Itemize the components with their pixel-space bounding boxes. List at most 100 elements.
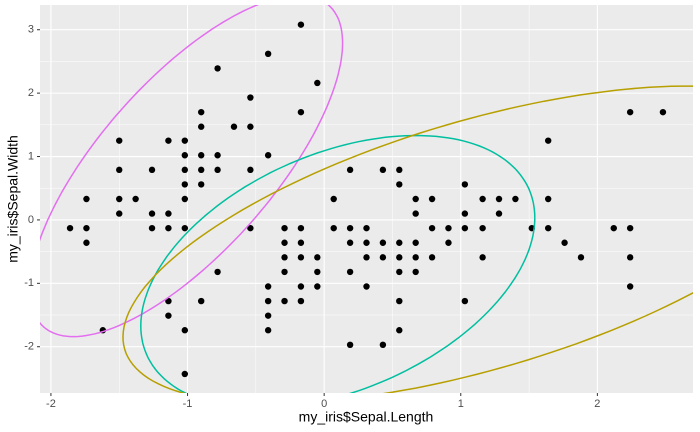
point <box>479 254 486 261</box>
point <box>461 297 469 305</box>
point <box>396 297 403 305</box>
point <box>198 297 205 305</box>
point <box>396 166 403 174</box>
point <box>247 224 254 232</box>
point <box>495 195 503 203</box>
point <box>214 166 221 174</box>
point <box>297 21 305 28</box>
point <box>116 210 123 217</box>
point <box>346 341 354 349</box>
point <box>116 137 123 144</box>
point <box>412 254 419 261</box>
point <box>83 224 90 232</box>
point <box>198 108 205 116</box>
point <box>314 283 321 290</box>
point <box>626 254 634 261</box>
point <box>165 137 172 144</box>
point <box>346 268 354 276</box>
point <box>66 224 74 232</box>
point <box>512 195 519 203</box>
point <box>198 181 205 188</box>
point <box>544 137 552 144</box>
point <box>247 123 254 130</box>
y-tick-label: 3 <box>28 24 34 36</box>
point <box>264 152 272 159</box>
point <box>461 181 469 188</box>
ellipse <box>40 5 344 338</box>
point <box>314 254 321 261</box>
point <box>544 224 552 232</box>
point <box>116 166 123 174</box>
point <box>330 224 337 232</box>
point <box>148 166 156 174</box>
point <box>396 254 403 261</box>
point <box>281 224 288 232</box>
point <box>165 224 172 232</box>
x-tick-label: 2 <box>594 398 600 410</box>
point <box>214 152 221 159</box>
point <box>297 254 305 261</box>
point <box>445 224 452 232</box>
point <box>264 327 272 334</box>
point <box>396 181 403 188</box>
y-tick-label: -2 <box>24 341 34 353</box>
point <box>495 210 503 217</box>
point <box>412 268 419 276</box>
point <box>428 254 436 261</box>
point <box>181 137 189 144</box>
point <box>181 152 189 159</box>
point <box>132 195 139 203</box>
point <box>297 239 305 246</box>
panel <box>40 5 693 393</box>
point <box>247 166 254 174</box>
point <box>214 65 221 72</box>
point <box>610 224 617 232</box>
point <box>346 239 354 246</box>
point <box>412 210 419 217</box>
point <box>165 312 172 319</box>
point <box>479 195 486 203</box>
point <box>314 79 321 87</box>
x-tick-label: 0 <box>321 398 327 410</box>
point <box>198 152 205 159</box>
point <box>346 166 354 174</box>
y-tick-label: -1 <box>24 277 34 289</box>
point <box>116 195 123 203</box>
point <box>181 181 189 188</box>
point <box>412 239 419 246</box>
point <box>544 195 552 203</box>
point <box>264 297 272 305</box>
point <box>412 195 419 203</box>
point <box>396 327 403 334</box>
point <box>165 210 172 217</box>
point <box>264 283 272 290</box>
point <box>181 370 189 378</box>
x-tick-label: 1 <box>458 398 464 410</box>
x-tick-label: -2 <box>46 398 56 410</box>
y-tick-label: 0 <box>28 214 34 226</box>
point <box>396 268 403 276</box>
point <box>659 108 667 116</box>
point <box>230 123 238 130</box>
point <box>346 224 354 232</box>
point <box>428 195 436 203</box>
point <box>148 210 156 217</box>
ellipse <box>122 85 693 393</box>
ellipses <box>40 5 693 393</box>
point <box>379 341 387 349</box>
point <box>461 224 469 232</box>
point <box>281 254 288 261</box>
point <box>198 123 205 130</box>
point <box>379 239 387 246</box>
ellipse <box>140 134 536 393</box>
point <box>165 297 172 305</box>
point <box>297 108 305 116</box>
point <box>297 283 305 290</box>
point <box>363 254 370 261</box>
point <box>83 195 90 203</box>
point <box>281 268 288 276</box>
point <box>247 94 254 101</box>
point <box>314 268 321 276</box>
